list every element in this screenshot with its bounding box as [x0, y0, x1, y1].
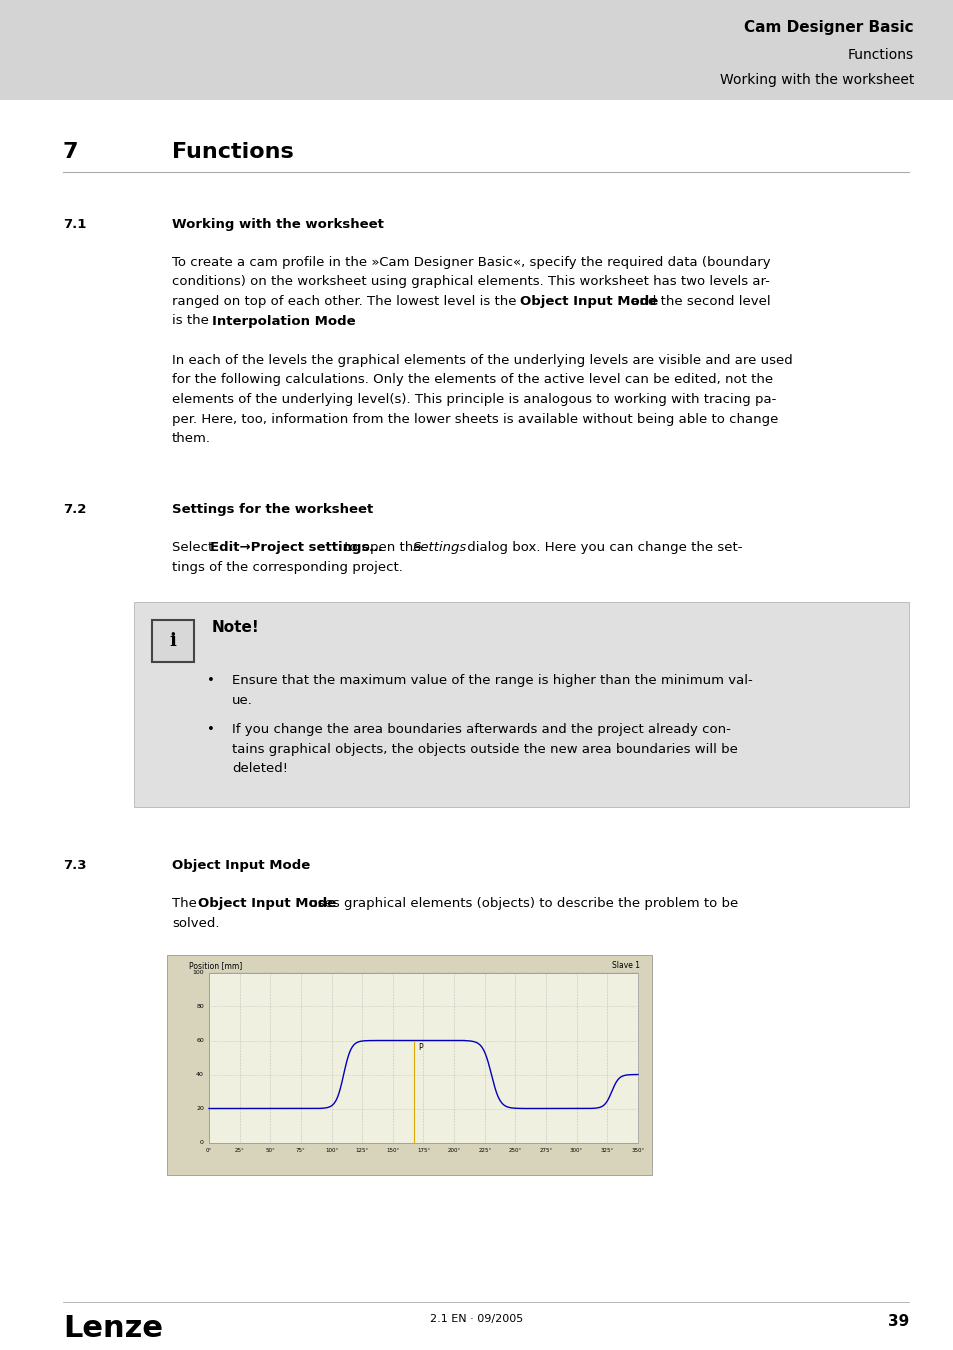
Text: Cam Designer Basic: Cam Designer Basic: [743, 20, 913, 35]
Text: Functions: Functions: [172, 142, 294, 162]
Text: solved.: solved.: [172, 917, 219, 930]
Text: Ensure that the maximum value of the range is higher than the minimum val-: Ensure that the maximum value of the ran…: [232, 675, 752, 687]
Text: 300°: 300°: [570, 1148, 582, 1153]
Text: 7.3: 7.3: [63, 860, 87, 872]
Text: 2.1 EN · 09/2005: 2.1 EN · 09/2005: [430, 1314, 523, 1324]
Text: 60: 60: [196, 1038, 204, 1044]
Bar: [209, 972, 638, 1142]
Text: 100°: 100°: [325, 1148, 338, 1153]
Text: dialog box. Here you can change the set-: dialog box. Here you can change the set-: [462, 541, 741, 555]
Text: Working with the worksheet: Working with the worksheet: [719, 73, 913, 86]
Bar: [152, 621, 193, 663]
Text: 350°: 350°: [631, 1148, 644, 1153]
Text: elements of the underlying level(s). This principle is analogous to working with: elements of the underlying level(s). Thi…: [172, 393, 776, 406]
Text: them.: them.: [172, 432, 211, 446]
Text: If you change the area boundaries afterwards and the project already con-: If you change the area boundaries afterw…: [232, 724, 730, 737]
Text: ranged on top of each other. The lowest level is the: ranged on top of each other. The lowest …: [172, 296, 520, 308]
Text: The: The: [172, 898, 201, 910]
Text: Slave 1: Slave 1: [612, 961, 639, 971]
Text: 40: 40: [196, 1072, 204, 1077]
Text: Interpolation Mode: Interpolation Mode: [212, 315, 355, 328]
Text: 50°: 50°: [265, 1148, 274, 1153]
Text: 80: 80: [196, 1004, 204, 1008]
Text: tings of the corresponding project.: tings of the corresponding project.: [172, 562, 402, 574]
Text: 275°: 275°: [538, 1148, 552, 1153]
Text: is the: is the: [172, 315, 213, 328]
Text: 7.2: 7.2: [63, 504, 87, 517]
Text: deleted!: deleted!: [232, 763, 288, 775]
Text: Settings for the worksheet: Settings for the worksheet: [172, 504, 373, 517]
Text: 125°: 125°: [355, 1148, 369, 1153]
Text: •: •: [207, 675, 214, 687]
Text: Lenze: Lenze: [63, 1314, 163, 1343]
Text: 175°: 175°: [416, 1148, 430, 1153]
Text: Note!: Note!: [212, 621, 259, 636]
Text: 0°: 0°: [206, 1148, 212, 1153]
Text: ue.: ue.: [232, 694, 253, 707]
Text: To create a cam profile in the »Cam Designer Basic«, specify the required data (: To create a cam profile in the »Cam Desi…: [172, 256, 770, 269]
Text: Edit→Project settings…: Edit→Project settings…: [210, 541, 382, 555]
Text: 100: 100: [193, 971, 204, 975]
Bar: [167, 954, 651, 1174]
Text: 200°: 200°: [447, 1148, 460, 1153]
Text: Object Input Mode: Object Input Mode: [198, 898, 335, 910]
Text: P: P: [417, 1042, 422, 1052]
Text: Select: Select: [172, 541, 217, 555]
Text: conditions) on the worksheet using graphical elements. This worksheet has two le: conditions) on the worksheet using graph…: [172, 275, 769, 289]
Text: 7.1: 7.1: [63, 217, 87, 231]
Text: 325°: 325°: [600, 1148, 614, 1153]
Text: 7: 7: [63, 142, 78, 162]
Text: 150°: 150°: [386, 1148, 399, 1153]
Text: Position [mm]: Position [mm]: [189, 961, 242, 971]
Text: 75°: 75°: [295, 1148, 306, 1153]
Text: In each of the levels the graphical elements of the underlying levels are visibl: In each of the levels the graphical elem…: [172, 354, 792, 367]
Text: per. Here, too, information from the lower sheets is available without being abl: per. Here, too, information from the low…: [172, 413, 778, 425]
Bar: [133, 602, 908, 807]
Text: Functions: Functions: [847, 49, 913, 62]
Text: i: i: [170, 633, 176, 651]
Text: uses graphical elements (objects) to describe the problem to be: uses graphical elements (objects) to des…: [305, 898, 738, 910]
Text: 250°: 250°: [508, 1148, 521, 1153]
Text: Object Input Mode: Object Input Mode: [519, 296, 658, 308]
Text: Settings: Settings: [413, 541, 467, 555]
Text: 0: 0: [200, 1139, 204, 1145]
Text: for the following calculations. Only the elements of the active level can be edi: for the following calculations. Only the…: [172, 374, 772, 386]
Text: to open the: to open the: [339, 541, 425, 555]
Text: 20: 20: [196, 1106, 204, 1111]
Text: Object Input Mode: Object Input Mode: [172, 860, 310, 872]
Text: and the second level: and the second level: [626, 296, 770, 308]
Text: •: •: [207, 724, 214, 737]
Text: .: .: [318, 315, 323, 328]
Bar: [0, 0, 953, 100]
Text: 25°: 25°: [234, 1148, 244, 1153]
Text: 225°: 225°: [477, 1148, 491, 1153]
Text: tains graphical objects, the objects outside the new area boundaries will be: tains graphical objects, the objects out…: [232, 743, 737, 756]
Text: 39: 39: [887, 1314, 908, 1328]
Text: Working with the worksheet: Working with the worksheet: [172, 217, 383, 231]
